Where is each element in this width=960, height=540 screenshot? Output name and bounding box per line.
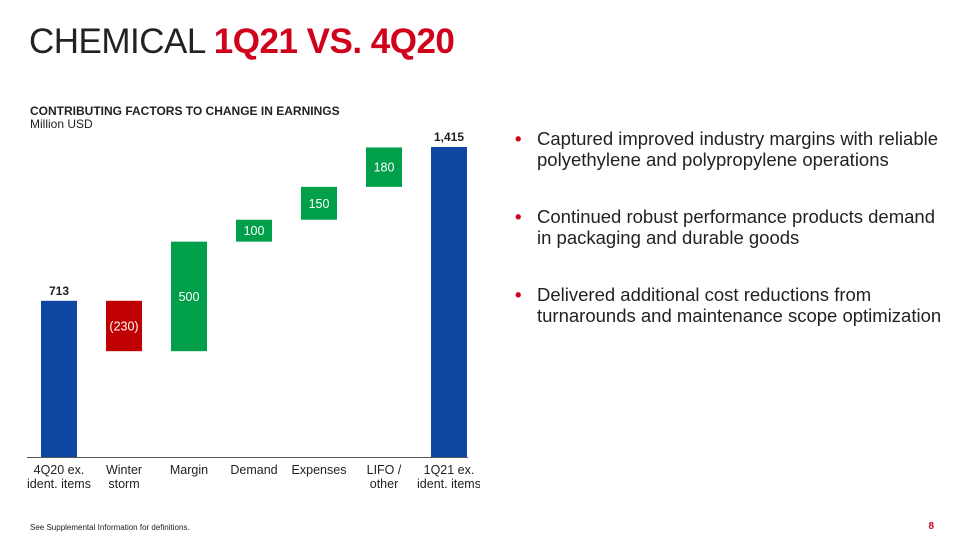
- bullet-text: Captured improved industry margins with …: [537, 128, 939, 170]
- bullet-item: • Captured improved industry margins with…: [515, 128, 945, 170]
- category-label: other: [370, 477, 399, 491]
- category-label: ident. items: [27, 477, 91, 491]
- title-highlight: 1Q21 VS. 4Q20: [213, 22, 455, 61]
- category-label: ident. items: [417, 477, 480, 491]
- title-segment: CHEMICAL: [29, 22, 214, 61]
- bar-increase: [171, 241, 207, 352]
- category-label: Margin: [170, 463, 208, 477]
- category-label: Winter: [106, 463, 142, 477]
- data-label: (230): [109, 319, 138, 333]
- bar-total: [431, 147, 467, 457]
- page-number: 8: [928, 521, 934, 532]
- data-label: 1,415: [434, 130, 464, 144]
- category-label: LIFO /: [367, 463, 402, 477]
- bullet-marker: •: [515, 206, 522, 227]
- chart-title: CONTRIBUTING FACTORS TO CHANGE IN EARNIN…: [30, 104, 340, 118]
- category-label: storm: [108, 477, 139, 491]
- bullet-list: • Captured improved industry margins with…: [515, 128, 945, 362]
- page-title: CHEMICAL 1Q21 VS. 4Q20: [29, 22, 455, 62]
- data-label: 150: [309, 197, 330, 211]
- category-label: 4Q20 ex.: [34, 463, 85, 477]
- data-label: 500: [179, 290, 200, 304]
- bullet-item: • Continued robust performance products d…: [515, 206, 945, 248]
- bullet-text: Delivered additional cost reductions fro…: [537, 284, 942, 326]
- bar-decrease: [106, 300, 142, 352]
- data-label: 713: [49, 284, 69, 298]
- category-label: Demand: [230, 463, 277, 477]
- bar-total: [41, 300, 77, 457]
- bar-increase: [366, 147, 402, 187]
- data-label: 100: [244, 224, 265, 238]
- bar-increase: [236, 219, 272, 242]
- bar-increase: [301, 186, 337, 220]
- bullet-text: Continued robust performance products de…: [537, 206, 935, 248]
- category-label: 1Q21 ex.: [424, 463, 475, 477]
- footnote: See Supplemental Information for definit…: [30, 523, 190, 532]
- data-label: 180: [374, 161, 395, 175]
- bullet-marker: •: [515, 284, 522, 305]
- bullet-marker: •: [515, 128, 522, 149]
- category-label: Expenses: [292, 463, 347, 477]
- chart-unit: Million USD: [30, 117, 93, 131]
- bullet-item: • Delivered additional cost reductions fr…: [515, 284, 945, 326]
